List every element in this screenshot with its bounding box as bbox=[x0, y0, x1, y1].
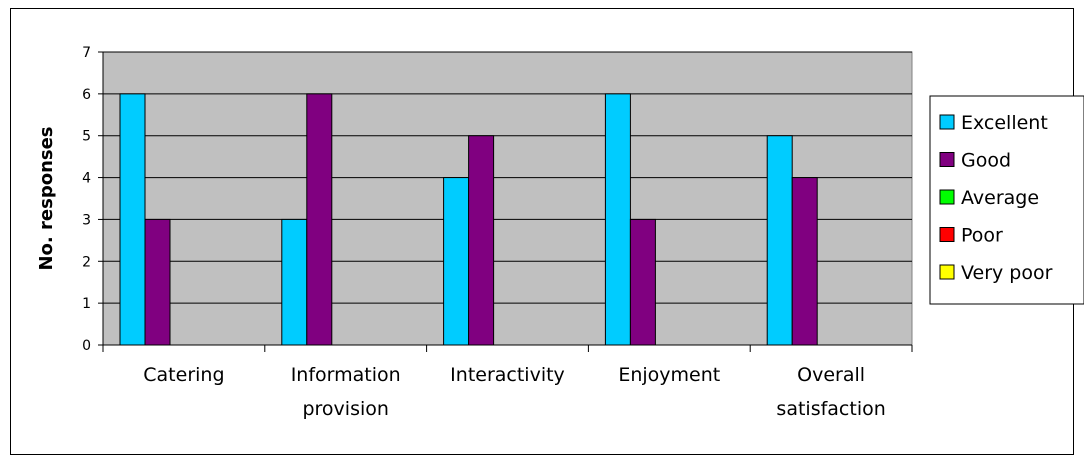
y-tick-label: 5 bbox=[82, 129, 91, 145]
legend-swatch bbox=[939, 152, 955, 167]
legend-entry: Poor bbox=[961, 225, 1003, 247]
legend-entry: Excellent bbox=[961, 112, 1048, 134]
legend-swatch bbox=[939, 227, 955, 242]
y-tick-label: 6 bbox=[82, 87, 91, 103]
y-axis-label: No. responses bbox=[36, 126, 57, 270]
bar-good bbox=[629, 218, 656, 346]
bar-good bbox=[468, 135, 495, 346]
legend-swatch bbox=[939, 189, 955, 205]
legend-entry: Very poor bbox=[961, 262, 1053, 284]
bar-good bbox=[306, 93, 333, 346]
legend bbox=[929, 95, 1084, 305]
bar-good bbox=[791, 177, 818, 346]
legend-entry: Good bbox=[961, 150, 1011, 172]
category-label: Information bbox=[291, 364, 401, 386]
y-tick-label: 1 bbox=[82, 296, 91, 312]
legend-swatch bbox=[939, 264, 955, 280]
bar-excellent bbox=[766, 135, 793, 346]
category-label: Catering bbox=[143, 364, 224, 386]
category-label: Overall bbox=[797, 364, 865, 386]
category-label: Enjoyment bbox=[618, 364, 720, 386]
y-tick-label: 4 bbox=[82, 171, 91, 187]
category-label: provision bbox=[302, 398, 388, 420]
legend-swatch bbox=[939, 114, 955, 130]
bar-excellent bbox=[604, 93, 631, 346]
bar-good bbox=[144, 218, 171, 346]
y-tick-label: 3 bbox=[82, 212, 91, 228]
y-tick-label: 7 bbox=[82, 45, 91, 61]
y-tick-label: 0 bbox=[82, 338, 91, 354]
y-tick-label: 2 bbox=[82, 254, 91, 270]
legend-entry: Average bbox=[961, 187, 1039, 209]
bar-excellent bbox=[281, 218, 308, 346]
bar-excellent bbox=[119, 93, 146, 346]
category-label: satisfaction bbox=[776, 398, 885, 420]
category-label: Interactivity bbox=[450, 364, 565, 386]
bar-excellent bbox=[443, 177, 470, 346]
